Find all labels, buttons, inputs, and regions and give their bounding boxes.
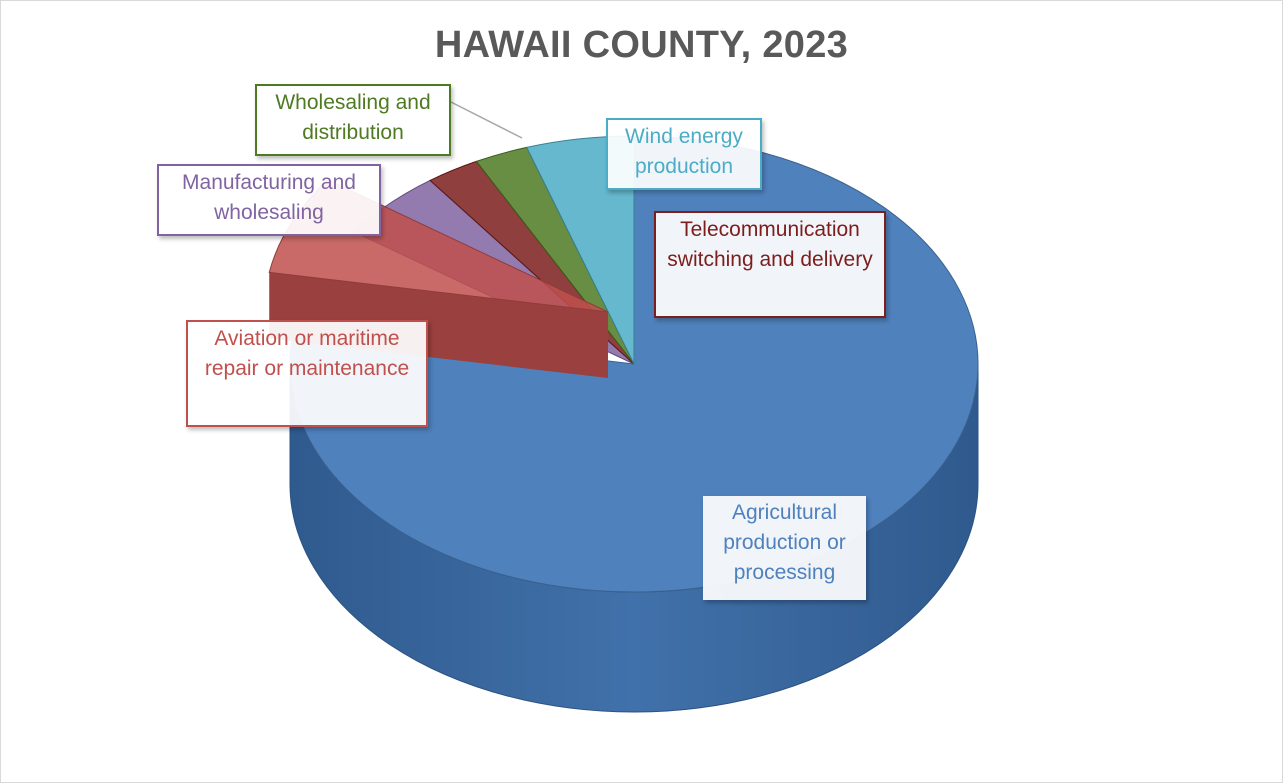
label-telecommunication: Telecommunication switching and delivery [654, 211, 886, 318]
label-text: Telecommunication switching and delivery [667, 218, 873, 271]
label-text: Aviation or maritime repair or maintenan… [204, 327, 410, 380]
label-wind-energy: Wind energy production [606, 118, 762, 190]
label-aviation-maritime: Aviation or maritime repair or maintenan… [186, 320, 428, 427]
label-text: Wind energy production [625, 125, 743, 178]
label-text: Manufacturing and wholesaling [182, 171, 356, 224]
label-text: Agricultural production or processing [723, 501, 846, 584]
pie-wall-aviation [269, 272, 608, 378]
label-wholesaling-distribution: Wholesaling and distribution [255, 84, 451, 156]
label-agricultural: Agricultural production or processing [703, 496, 866, 600]
label-manufacturing-wholesaling: Manufacturing and wholesaling [157, 164, 381, 236]
label-text: Wholesaling and distribution [275, 91, 431, 144]
chart-title: HAWAII COUNTY, 2023 [434, 24, 849, 66]
leader-line [446, 99, 523, 139]
